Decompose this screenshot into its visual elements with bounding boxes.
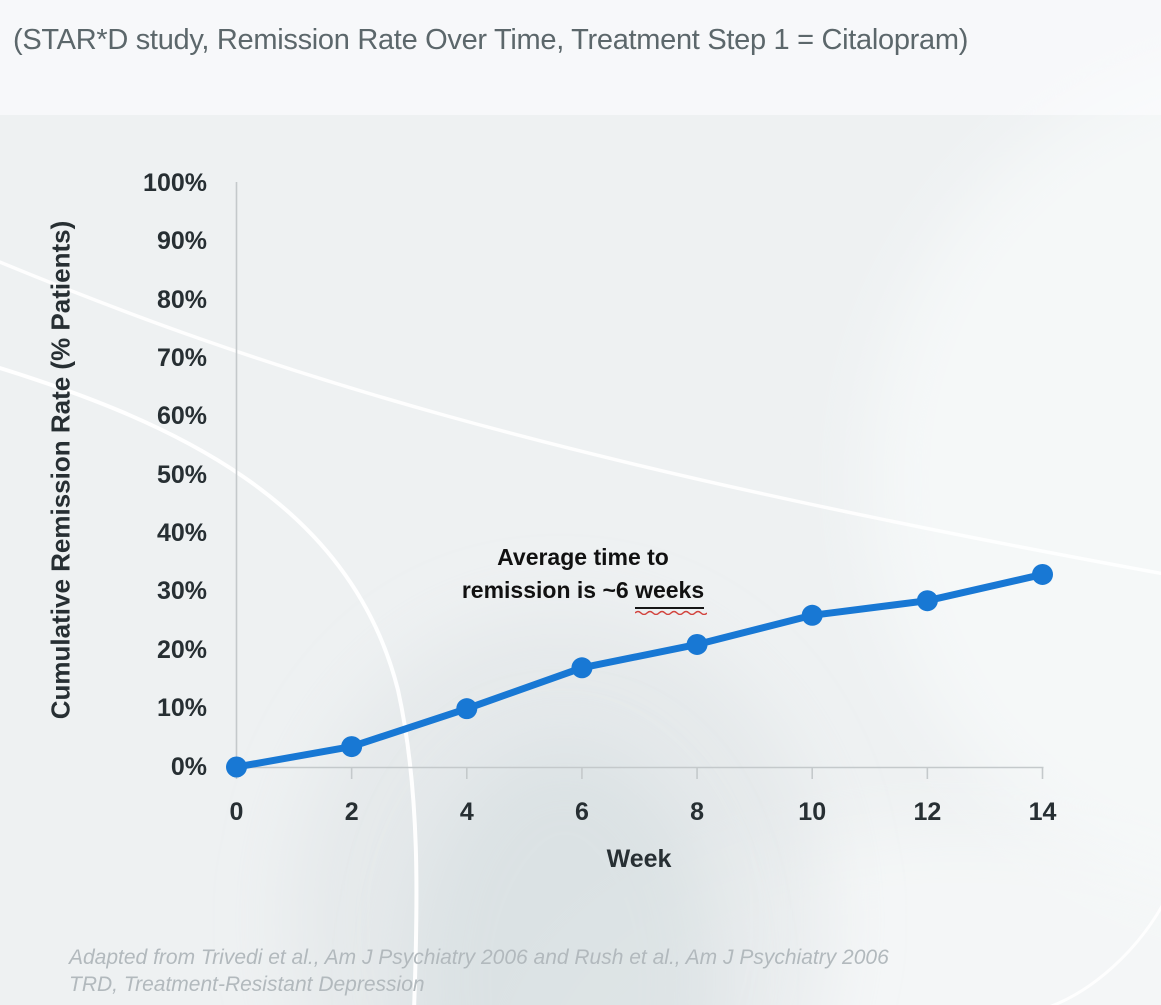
x-tick-label-week-8: 8	[690, 798, 705, 826]
background-top-band	[0, 0, 1161, 115]
footnote-line2: TRD, Treatment-Resistant Depression	[69, 973, 425, 996]
footnote: Adapted from Trivedi et al., Am J Psychi…	[69, 944, 969, 998]
x-tick-label-week-2: 2	[344, 798, 359, 826]
y-tick-label-10pct: 10%	[156, 694, 207, 723]
decor-light-circle	[870, 73, 1161, 887]
decor-gray-blob-inner	[410, 745, 720, 1005]
x-tick-label-week-0: 0	[229, 798, 244, 826]
y-tick-label-70pct: 70%	[156, 344, 207, 373]
annotation-line1: Average time to	[497, 544, 669, 570]
annotation-underlined-word: weeks	[635, 574, 708, 615]
page-title: (STAR*D study, Remission Rate Over Time,…	[13, 24, 969, 56]
y-tick-label-20pct: 20%	[156, 635, 207, 664]
y-tick-label-40pct: 40%	[156, 519, 207, 548]
y-tick-label-60pct: 60%	[156, 402, 207, 431]
annotation-line2-prefix: remission is ~6	[461, 577, 629, 603]
footnote-line1: Adapted from Trivedi et al., Am J Psychi…	[69, 946, 889, 969]
x-axis-title: Week	[606, 845, 672, 873]
x-tick-label-week-10: 10	[798, 798, 827, 826]
y-tick-label-50pct: 50%	[156, 460, 207, 489]
y-tick-label-90pct: 90%	[156, 227, 207, 256]
y-tick-label-0pct: 0%	[170, 752, 207, 781]
x-tick-label-week-6: 6	[574, 798, 589, 826]
y-tick-label-80pct: 80%	[156, 285, 207, 314]
y-tick-label-100pct: 100%	[143, 169, 207, 197]
spellcheck-squiggle-icon	[635, 610, 708, 615]
x-tick-label-week-14: 14	[1028, 798, 1057, 826]
y-tick-label-30pct: 30%	[156, 577, 207, 606]
decor-white-arc-1	[0, 260, 1161, 576]
chart-annotation: Average time to remission is ~6 weeks	[430, 541, 736, 615]
annotation-underlined-text: weeks	[635, 577, 705, 603]
x-tick-label-week-12: 12	[913, 798, 942, 826]
decor-white-arc-3	[1049, 904, 1161, 1005]
x-tick-label-week-4: 4	[459, 798, 474, 826]
